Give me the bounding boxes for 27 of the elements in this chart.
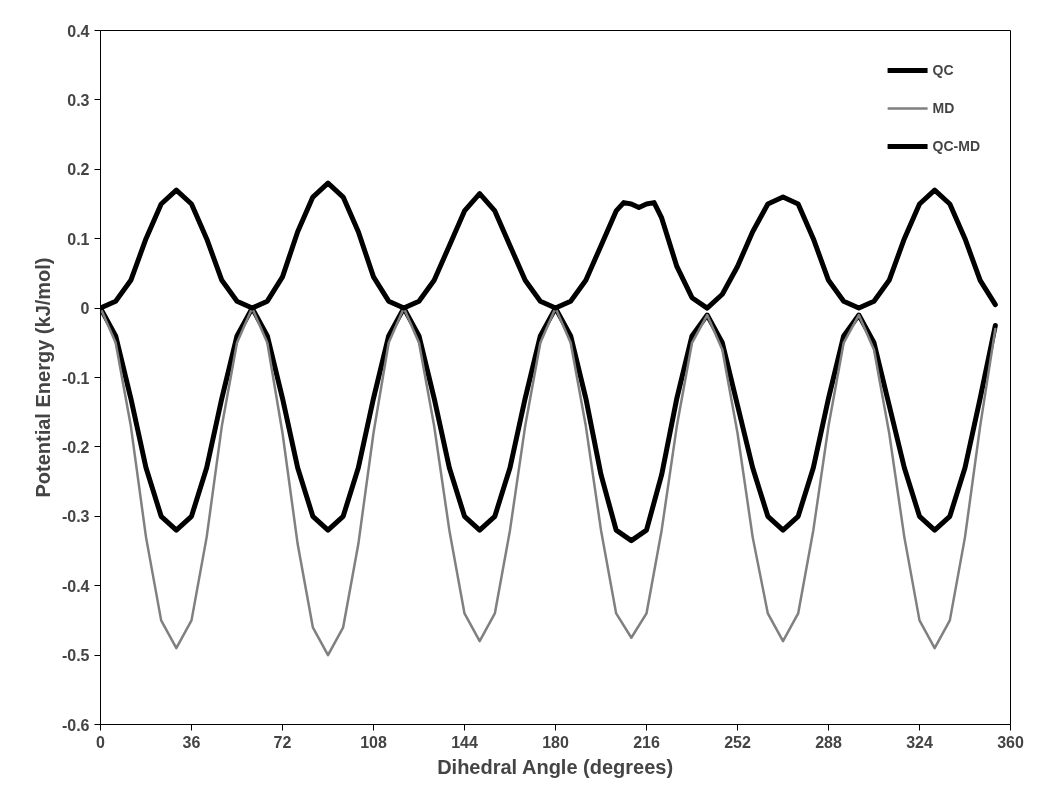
- x-tick-label: 36: [182, 733, 201, 751]
- legend-label: MD: [932, 100, 955, 116]
- x-tick-label: 0: [96, 733, 106, 751]
- y-tick-label: -0.5: [61, 647, 90, 665]
- y-tick-label: 0.3: [67, 91, 90, 109]
- y-tick-label: -0.6: [61, 716, 90, 734]
- x-tick-label: 108: [360, 733, 387, 751]
- x-tick-label: 216: [633, 733, 660, 751]
- y-tick-label: 0.1: [67, 230, 90, 248]
- y-tick-label: -0.2: [61, 438, 90, 456]
- y-tick-label: -0.1: [61, 369, 90, 387]
- x-tick-label: 360: [997, 733, 1024, 751]
- x-tick-label: 180: [542, 733, 569, 751]
- y-tick-label: 0.2: [67, 161, 90, 179]
- x-tick-label: 288: [815, 733, 842, 751]
- y-tick-label: -0.3: [61, 508, 90, 526]
- y-tick-label: 0.4: [67, 22, 90, 40]
- x-axis-title: Dihedral Angle (degrees): [437, 755, 674, 778]
- y-tick-label: -0.4: [61, 577, 90, 595]
- legend-label: QC: [932, 62, 954, 78]
- x-tick-label: 144: [451, 733, 478, 751]
- legend-label: QC-MD: [932, 138, 980, 154]
- x-tick-label: 252: [724, 733, 751, 751]
- x-tick-label: 72: [273, 733, 292, 751]
- x-tick-label: 324: [906, 733, 933, 751]
- y-axis-title: Potential Energy (kJ/mol): [31, 257, 54, 498]
- y-tick-label: 0: [80, 300, 90, 318]
